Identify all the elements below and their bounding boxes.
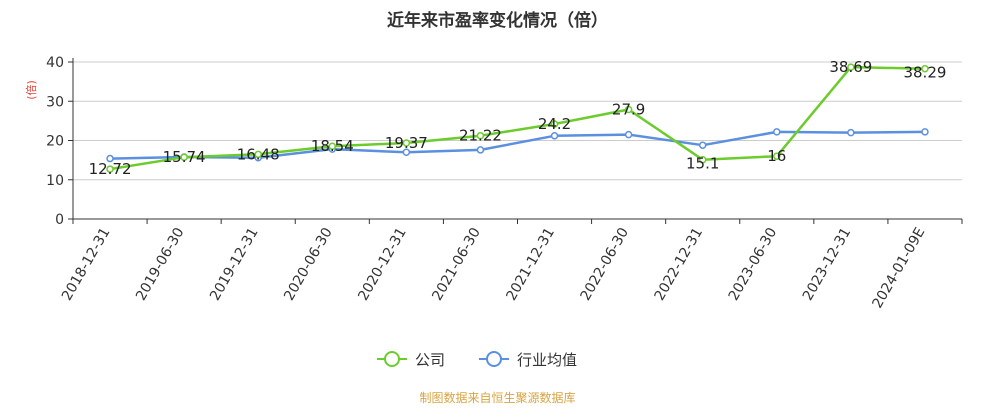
series-line-0	[109, 65, 926, 171]
data-point	[180, 153, 188, 161]
x-tick-label: 2022-06-30	[578, 225, 633, 303]
x-tick-label: 2021-06-30	[429, 225, 484, 303]
x-tick-label: 2022-12-31	[652, 225, 707, 303]
data-label: 19.37	[385, 134, 428, 152]
x-tick-label: 2019-12-31	[207, 225, 262, 303]
data-point	[773, 152, 781, 160]
data-label: 16.48	[237, 145, 280, 163]
data-point	[773, 128, 781, 136]
y-tick-label: 0	[55, 212, 64, 228]
data-label: 21.22	[459, 127, 502, 145]
data-label: 12.72	[89, 160, 132, 178]
y-tick-label: 30	[46, 94, 64, 110]
x-tick-label: 2020-06-30	[281, 225, 336, 303]
data-point	[624, 105, 633, 114]
series-line-1	[109, 130, 926, 160]
data-point	[106, 154, 114, 163]
y-tick-label: 40	[46, 55, 64, 71]
data-point	[328, 142, 337, 150]
source-note: 制图数据来自恒生聚源数据库	[419, 391, 576, 405]
data-label: 16	[767, 147, 786, 165]
data-point	[402, 148, 411, 157]
data-point	[476, 146, 485, 154]
x-tick-label: 2019-06-30	[133, 225, 188, 303]
data-point	[550, 132, 559, 140]
data-point	[550, 120, 559, 128]
x-tick-label: 2020-12-31	[355, 225, 410, 303]
x-tick-label: 2023-06-30	[726, 225, 781, 303]
x-tick-label: 2018-12-31	[59, 225, 114, 303]
chart-title: 近年来市盈率变化情况（倍）	[387, 11, 608, 31]
legend-marker	[486, 351, 502, 367]
data-point	[847, 63, 855, 71]
data-label: 15.1	[686, 155, 719, 173]
data-point	[698, 141, 707, 149]
data-label: 38.29	[903, 64, 946, 82]
x-tick-label: 2021-12-31	[503, 225, 558, 303]
data-point	[402, 139, 411, 147]
data-point	[254, 150, 262, 159]
data-point	[106, 165, 114, 173]
data-point	[624, 130, 633, 139]
y-tick-label: 10	[46, 173, 64, 189]
data-label: 18.54	[311, 137, 354, 155]
data-label: 24.2	[538, 115, 571, 133]
data-label: 27.9	[612, 100, 645, 118]
data-point	[921, 64, 929, 73]
data-label: 15.74	[163, 148, 206, 166]
legend-marker	[384, 351, 400, 367]
y-axis-label: (倍)	[24, 80, 38, 100]
data-point	[476, 131, 485, 140]
data-point	[847, 128, 855, 137]
legend-label: 公司	[415, 351, 445, 369]
data-label: 38.69	[829, 58, 872, 76]
x-tick-label: 2023-12-31	[800, 225, 855, 303]
y-tick-label: 20	[46, 134, 64, 150]
legend-label: 行业均值	[517, 351, 577, 369]
x-tick-label: 2024-01-09E	[869, 225, 928, 311]
data-point	[921, 128, 929, 136]
data-point	[698, 155, 707, 164]
